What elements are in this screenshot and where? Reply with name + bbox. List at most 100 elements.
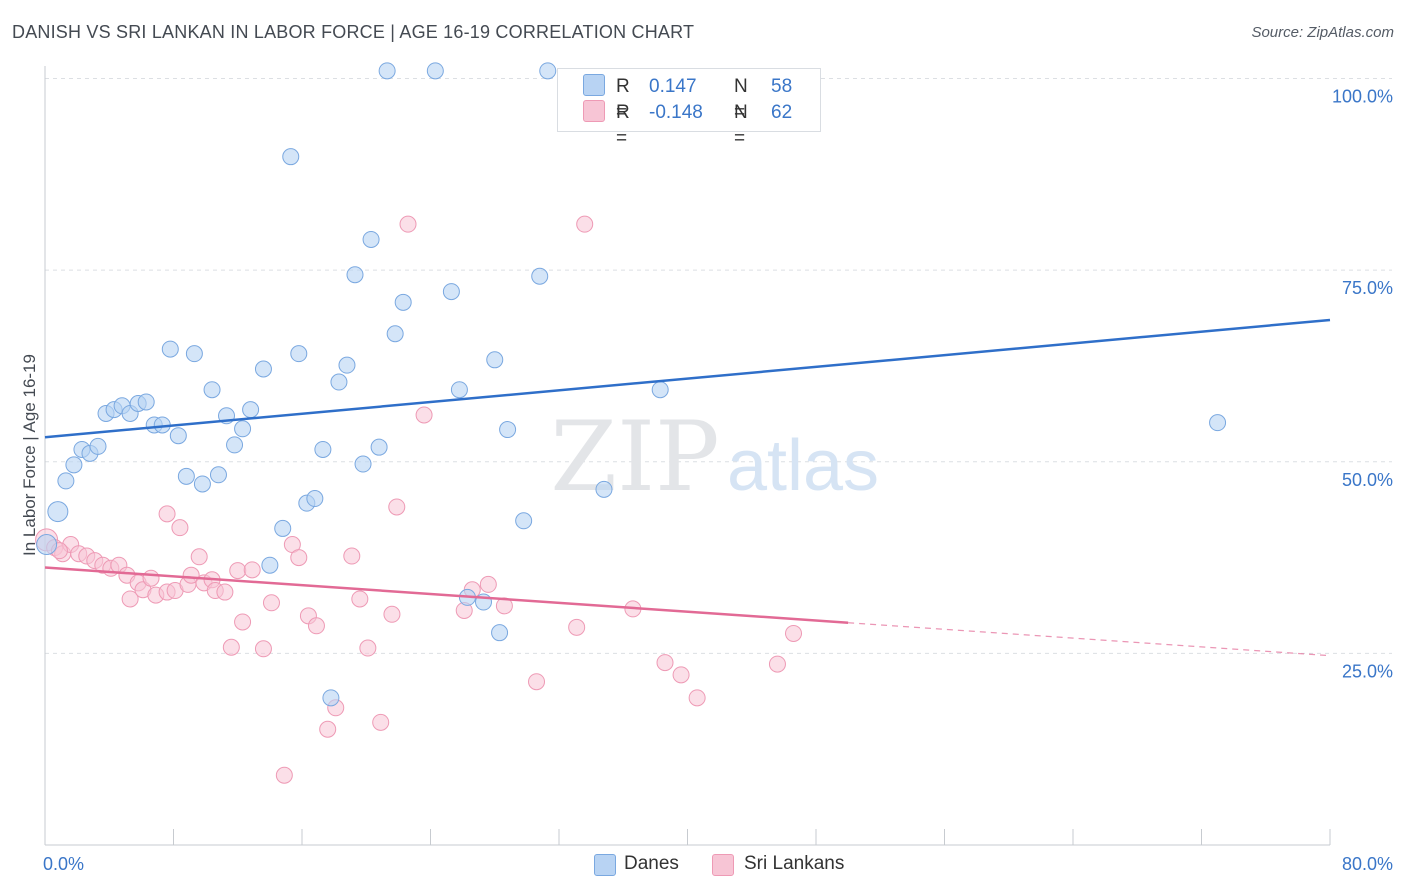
sri-lankans-point [290,549,308,567]
danes-point [486,351,504,369]
sri-lankans-point [121,590,139,608]
n-label: N = [734,76,748,123]
sri-lankans-point [243,561,261,579]
sri-lankans-point [372,713,390,731]
danes-point [169,427,187,445]
sri-lankans-point [222,638,240,656]
danes-point [322,689,340,707]
x-tick-label: 0.0% [43,854,84,874]
sri-lankans-trend-line [44,566,849,624]
danes-point [57,472,75,490]
r-value: 0.147 [649,76,697,97]
watermark-atlas: atlas [727,426,879,506]
danes-point [651,381,669,399]
danes-point [314,440,332,458]
y-tick-label: 25.0% [1342,661,1393,681]
sri-lankans-point [171,519,189,537]
danes-point [595,480,613,498]
legend-label-sri-lankans: Sri Lankans [744,853,845,874]
chart-title: DANISH VS SRI LANKAN IN LABOR FORCE | AG… [12,22,695,42]
danes-point [89,437,107,455]
sri-lankans-point [307,617,325,635]
danes-point [450,381,468,399]
sri-lankans-point [319,720,337,738]
legend-label-danes: Danes [624,853,679,874]
danes-point [282,148,300,166]
sri-lankans-point [254,640,272,658]
watermark-zip: ZIP [550,401,719,513]
danes-point [515,512,533,530]
correlation-legend: R = 0.147 N = 58 R = -0.148 N = 62 [557,68,821,149]
axes [44,66,1331,846]
sri-lankans-swatch [583,100,605,122]
danes-point [370,438,388,456]
danes-point [177,467,195,485]
sri-lankans-point [656,654,674,672]
danes-point [242,401,260,419]
danes-point [47,501,69,523]
danes-point [1209,414,1227,432]
sri-lankans-trend-extension [848,622,1331,657]
sri-lankans-point [479,575,497,593]
y-tick-label: 50.0% [1342,470,1393,490]
sri-lankans-point [234,613,252,631]
trend-lines [44,318,1331,657]
danes-point [330,373,348,391]
danes-point [137,393,155,411]
danes-point [442,283,460,301]
source-label: Source: ZipAtlas.com [1251,24,1394,41]
danes-swatch [594,854,616,876]
sri-lankans-point [275,766,293,784]
danes-point [354,455,372,473]
x-tick-label: 80.0% [1342,854,1393,874]
danes-point [499,421,517,439]
sri-lankans-point [142,569,160,587]
danes-point [161,340,179,358]
danes-point [193,475,211,493]
danes-point [539,62,557,80]
sri-lankans-point [229,562,247,580]
danes-point [394,293,412,311]
danes-point [254,360,272,378]
danes-point [36,534,58,556]
sri-lankans-point [351,590,369,608]
sri-lankans-point [359,639,377,657]
sri-lankans-point [688,689,706,707]
sri-lankans-point [785,624,803,642]
sri-lankans-point [383,605,401,623]
series-legend: Danes Sri Lankans [0,852,1406,878]
sri-lankans-point [388,498,406,516]
danes-trend-line [44,318,1331,439]
danes-swatch [583,74,605,96]
danes-point [378,62,396,80]
sri-lankans-point [568,618,586,636]
danes-point [338,356,356,374]
danes-point [261,556,279,574]
n-value: 58 [771,76,793,97]
danes-point [203,381,221,399]
watermark: ZIP atlas [550,401,879,513]
sri-lankans-swatch [712,854,734,876]
danes-point [491,624,509,642]
sri-lankans-point [216,583,234,601]
danes-point [531,267,549,285]
danes-point [306,490,324,508]
y-tick-label: 100.0% [1332,87,1393,107]
danes-point [274,519,292,537]
tick-labels: 25.0% 50.0% 75.0% 100.0% 0.0% 80.0% [43,87,1393,875]
sri-lankans-point [262,594,280,612]
danes-point [234,420,252,438]
r-label: R = [616,76,630,123]
n-label: N = [734,102,748,149]
y-tick-label: 75.0% [1342,278,1393,298]
sri-lankans-point [182,566,200,584]
sri-lankans-point [672,666,690,684]
danes-point [290,345,308,363]
r-value: -0.148 [649,102,703,123]
sri-lankans-point [528,673,546,691]
sri-lankans-point [768,655,786,673]
danes-point [65,456,83,474]
danes-point [362,230,380,248]
sri-lankans-point [343,547,361,565]
